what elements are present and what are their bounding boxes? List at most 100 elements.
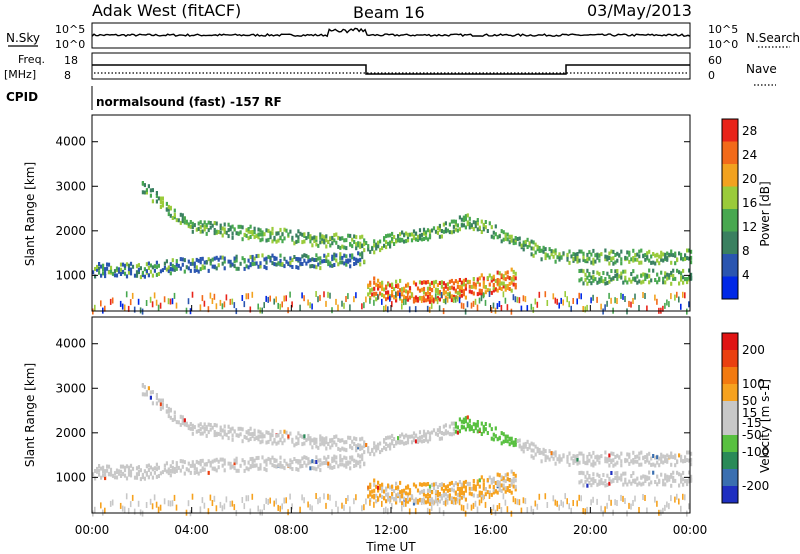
power-cell: [309, 239, 312, 244]
power-cell: [167, 269, 170, 274]
power-cell: [125, 262, 129, 267]
velocity-cell: [572, 458, 575, 463]
power-cell: [313, 235, 316, 240]
velocity-cell: [125, 476, 129, 481]
velocity-cell: [387, 484, 390, 489]
power-cell: [301, 232, 304, 237]
velocity-clutter-cell: [345, 498, 347, 504]
velocity-cell: [532, 442, 535, 447]
power-cell: [658, 276, 661, 281]
power-cell: [690, 249, 693, 254]
velocity-clutter-cell: [476, 506, 479, 513]
power-cell: [301, 254, 304, 259]
velocity-cell: [632, 460, 635, 465]
velocity-cell: [191, 423, 194, 428]
velocity-cell: [205, 425, 208, 430]
colorbar-tick-label: 16: [742, 196, 757, 210]
velocity-cell: [680, 458, 683, 463]
power-cell: [464, 214, 467, 219]
velocity-clutter-cell: [474, 500, 477, 507]
velocity-clutter-cell: [275, 498, 277, 505]
power-clutter-cell: [582, 306, 584, 312]
power-cell: [644, 257, 647, 262]
power-clutter-cell: [600, 303, 602, 310]
power-cell: [349, 253, 352, 258]
velocity-cell: [666, 478, 669, 483]
velocity-cell: [578, 480, 581, 485]
velocity-clutter-cell: [406, 495, 409, 502]
velocity-cell: [588, 458, 591, 463]
power-cell: [193, 264, 196, 269]
power-cell: [456, 223, 459, 228]
power-cell: [305, 236, 308, 241]
velocity-cell: [648, 451, 651, 456]
power-cell: [257, 232, 260, 237]
power-cell: [371, 246, 374, 251]
power-cell: [279, 227, 282, 232]
power-cell: [403, 232, 406, 237]
velocity-cell: [259, 440, 262, 445]
colorbar-segment: [722, 435, 738, 453]
power-cell: [664, 255, 667, 260]
velocity-clutter-cell: [444, 500, 447, 507]
velocity-cell: [257, 466, 260, 471]
velocity-clutter-cell: [267, 498, 269, 505]
velocity-cell: [377, 446, 380, 451]
power-cell: [438, 227, 441, 232]
power-clutter-cell: [446, 296, 449, 303]
velocity-cell: [259, 434, 262, 439]
velocity-cell: [514, 487, 517, 492]
power-cell: [610, 256, 613, 261]
velocity-cell: [331, 465, 334, 470]
velocity-cell: [289, 462, 292, 467]
velocity-clutter-cell: [464, 510, 467, 517]
power-cell: [173, 208, 176, 213]
velocity-cell: [510, 478, 513, 483]
power-cell: [357, 258, 360, 263]
power-cell: [339, 260, 342, 265]
power-cell: [556, 255, 559, 260]
power-cell: [351, 244, 354, 249]
velocity-clutter-cell: [544, 493, 547, 500]
power-clutter-cell: [273, 298, 275, 305]
velocity-clutter-cell: [462, 505, 465, 512]
velocity-cell: [363, 450, 366, 455]
power-cell: [321, 234, 324, 239]
velocity-cell: [424, 432, 428, 437]
power-cell: [462, 278, 465, 283]
power-clutter-cell: [301, 292, 303, 299]
power-cell: [245, 233, 248, 238]
velocity-cell: [167, 414, 170, 419]
velocity-cell: [426, 499, 430, 504]
power-cell: [480, 291, 483, 296]
velocity-cell: [444, 431, 447, 436]
velocity-cell: [428, 484, 432, 489]
freq-tick-high: 18: [64, 54, 78, 67]
velocity-clutter-cell: [281, 503, 283, 510]
velocity-cell: [345, 440, 348, 445]
power-cell: [532, 240, 535, 245]
velocity-cell: [668, 477, 671, 482]
velocity-cell: [98, 464, 101, 468]
power-clutter-cell: [538, 291, 541, 298]
power-clutter-cell: [223, 301, 226, 308]
power-cell: [674, 253, 677, 258]
velocity-clutter-cell: [221, 505, 224, 512]
y-tick-label: 4000: [55, 135, 86, 149]
power-cell: [680, 256, 683, 261]
power-cell: [460, 280, 463, 285]
velocity-cell: [227, 424, 230, 429]
velocity-cell: [221, 463, 224, 468]
power-cell: [554, 251, 557, 256]
velocity-cell: [482, 429, 485, 434]
power-clutter-cell: [153, 292, 156, 299]
velocity-clutter-cell: [642, 494, 644, 500]
velocity-cell: [245, 435, 248, 440]
power-cell: [159, 200, 162, 205]
power-cell: [582, 281, 585, 286]
colorbar-segment: [722, 119, 738, 142]
power-cell: [265, 260, 268, 265]
velocity-cell: [135, 472, 139, 477]
velocity-cell: [650, 480, 653, 485]
power-cell: [173, 265, 176, 269]
